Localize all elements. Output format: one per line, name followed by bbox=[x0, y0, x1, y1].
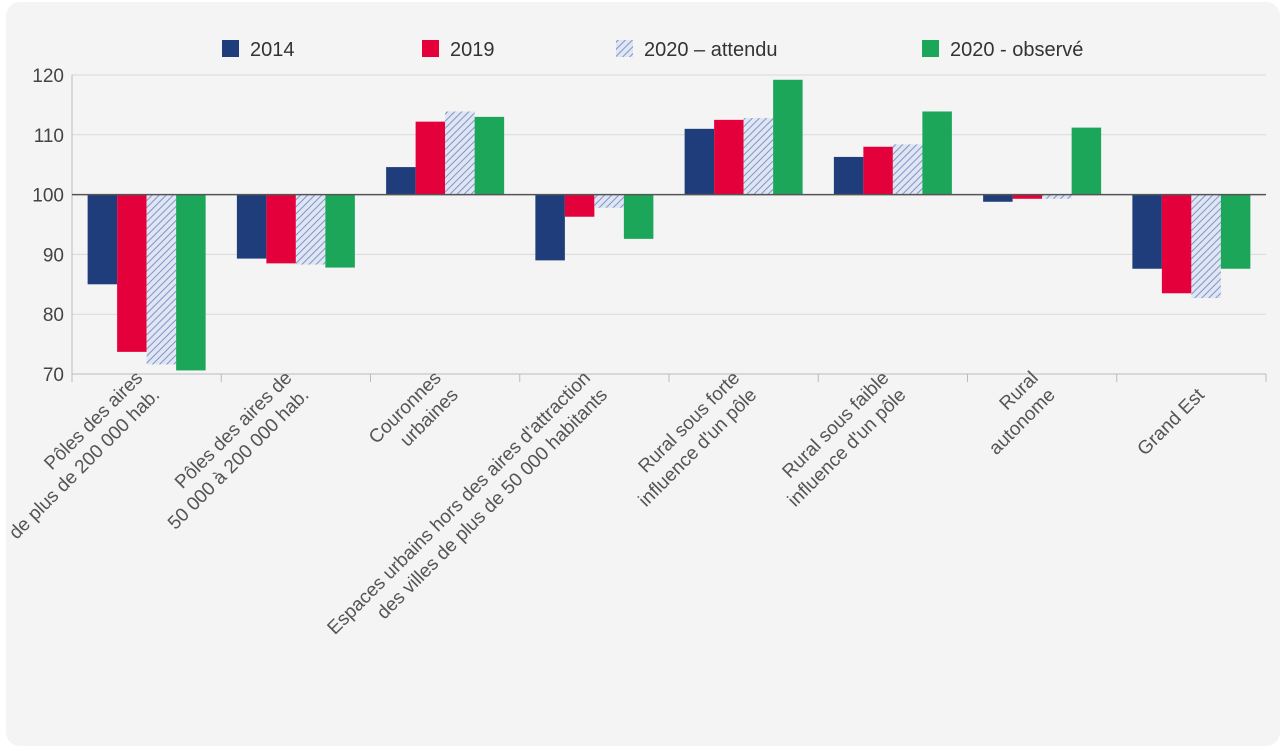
bar-2014 bbox=[983, 194, 1013, 202]
bar-2014 bbox=[1132, 194, 1162, 269]
legend-label: 2020 – attendu bbox=[644, 39, 777, 61]
bar-2014 bbox=[535, 194, 565, 261]
category-label: Grand Est bbox=[1134, 384, 1210, 460]
bar-2020 - observé bbox=[474, 116, 505, 195]
bar-2019 bbox=[1012, 194, 1043, 199]
legend-swatch-2014 bbox=[222, 40, 239, 57]
bar-2019 bbox=[117, 194, 147, 352]
bar-2020 – attendu bbox=[1191, 194, 1221, 299]
category-label: Espaces urbains hors des aires d'attract… bbox=[324, 368, 612, 656]
legend-label: 2020 - observé bbox=[950, 39, 1083, 61]
category-label: Ruralautonome bbox=[968, 368, 1060, 460]
legend-label: 2014 bbox=[250, 39, 295, 61]
bars bbox=[87, 79, 1251, 371]
bar-2014 bbox=[386, 167, 416, 195]
bar-2014 bbox=[87, 194, 118, 285]
category-label: Couronnesurbaines bbox=[365, 368, 463, 466]
category-label-line: 50 000 à 200 000 hab. bbox=[164, 385, 313, 534]
bar-2020 - observé bbox=[176, 194, 206, 371]
category-label-line: des villes de plus de 50 000 habitants bbox=[373, 385, 612, 624]
bar-2014 bbox=[236, 194, 267, 259]
legend-swatch-2020 – attendu bbox=[616, 40, 633, 57]
bar-2019 bbox=[564, 194, 595, 217]
legend-swatch-2020 - observé bbox=[922, 40, 939, 57]
bar-2019 bbox=[1161, 194, 1192, 294]
y-tick-label: 70 bbox=[43, 365, 64, 386]
category-label-line: Espaces urbains hors des aires d'attract… bbox=[324, 368, 595, 639]
bar-2019 bbox=[415, 121, 446, 195]
bar-2020 – attendu bbox=[146, 194, 177, 365]
bar-2020 – attendu bbox=[1042, 194, 1072, 199]
y-tick-label: 90 bbox=[43, 245, 64, 266]
bar-2019 bbox=[863, 146, 893, 195]
bar-2020 - observé bbox=[922, 111, 952, 195]
bar-2014 bbox=[833, 156, 864, 195]
y-tick-label: 80 bbox=[43, 305, 64, 326]
bar-2019 bbox=[266, 194, 296, 264]
bar-2020 – attendu bbox=[295, 194, 326, 265]
category-label: Pôles des airesde plus de 200 000 hab. bbox=[0, 368, 164, 544]
y-tick-label: 120 bbox=[32, 66, 64, 87]
bar-2020 - observé bbox=[325, 194, 355, 268]
legend-label: 2019 bbox=[450, 39, 495, 61]
bar-2020 - observé bbox=[623, 194, 654, 239]
category-label-line: Grand Est bbox=[1134, 384, 1210, 460]
bar-2014 bbox=[684, 128, 715, 195]
legend-swatch-2019 bbox=[422, 40, 439, 57]
bar-2020 – attendu bbox=[892, 144, 923, 195]
category-label: Rural sous forteinfluence d'un pôle bbox=[618, 368, 761, 511]
category-label: Pôles des aires de50 000 à 200 000 hab. bbox=[147, 368, 313, 534]
bar-2020 - observé bbox=[1220, 194, 1251, 269]
bar-2020 – attendu bbox=[445, 111, 475, 195]
bar-2020 – attendu bbox=[743, 118, 774, 195]
category-label-line: de plus de 200 000 hab. bbox=[5, 385, 164, 544]
category-label: Rural sous faibleinfluence d'un pôle bbox=[767, 368, 910, 511]
y-tick-label: 100 bbox=[32, 186, 64, 207]
bar-2020 - observé bbox=[773, 79, 803, 195]
bar-2020 - observé bbox=[1071, 127, 1102, 195]
legend: 2014 2019 2020 – attendu 2020 - observé bbox=[222, 39, 1083, 61]
bar-2020 – attendu bbox=[594, 194, 624, 208]
y-tick-label: 110 bbox=[34, 126, 64, 147]
bar-2019 bbox=[714, 119, 744, 195]
